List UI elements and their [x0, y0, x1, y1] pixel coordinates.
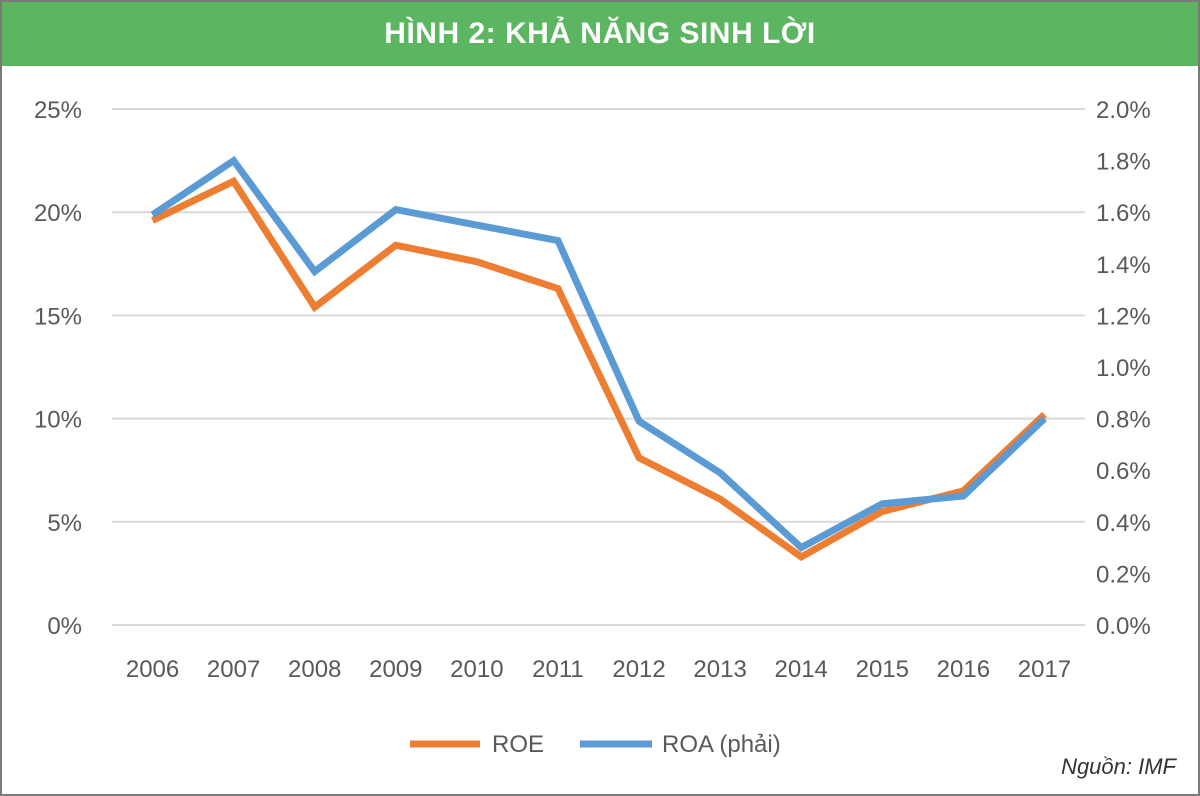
y-right-tick-label: 1.4% — [1096, 252, 1151, 279]
y-left-tick-label: 20% — [34, 200, 82, 227]
x-tick-label: 2011 — [532, 656, 584, 683]
x-tick-label: 2013 — [693, 656, 746, 683]
y-left-tick-label: 10% — [34, 407, 82, 434]
x-tick-label: 2012 — [612, 656, 665, 683]
y-right-tick-label: 2.0% — [1096, 97, 1151, 124]
y-right-tick-label: 1.0% — [1096, 355, 1151, 382]
x-tick-label: 2009 — [369, 656, 422, 683]
source-note: Nguồn: IMF — [1061, 754, 1176, 779]
y-right-tick-label: 0.4% — [1096, 510, 1151, 537]
y-right-tick-label: 0.6% — [1096, 458, 1151, 485]
y-right-tick-label: 1.8% — [1096, 149, 1151, 176]
y-left-tick-label: 0% — [47, 613, 82, 640]
x-tick-label: 2014 — [775, 656, 828, 683]
y-left-tick-label: 5% — [47, 510, 82, 537]
x-tick-label: 2006 — [126, 656, 179, 683]
x-tick-label: 2010 — [450, 656, 503, 683]
x-tick-label: 2015 — [856, 656, 909, 683]
x-tick-label: 2016 — [937, 656, 990, 683]
y-left-tick-label: 25% — [34, 97, 82, 124]
y-left-tick-label: 15% — [34, 303, 82, 330]
y-right-tick-label: 0.0% — [1096, 613, 1151, 640]
x-tick-label: 2007 — [207, 656, 260, 683]
chart-title: HÌNH 2: KHẢ NĂNG SINH LỜI — [2, 2, 1198, 66]
y-right-tick-label: 1.6% — [1096, 200, 1151, 227]
x-tick-label: 2017 — [1018, 656, 1071, 683]
legend-label-roe: ROE — [492, 731, 544, 758]
y-right-tick-label: 1.2% — [1096, 303, 1151, 330]
y-right-tick-label: 0.2% — [1096, 561, 1151, 588]
legend-label-roa: ROA (phải) — [662, 731, 781, 758]
series-line-roa — [150, 155, 1047, 552]
series-line-roe — [151, 176, 1047, 562]
x-tick-label: 2008 — [288, 656, 341, 683]
y-right-tick-label: 0.8% — [1096, 407, 1151, 434]
